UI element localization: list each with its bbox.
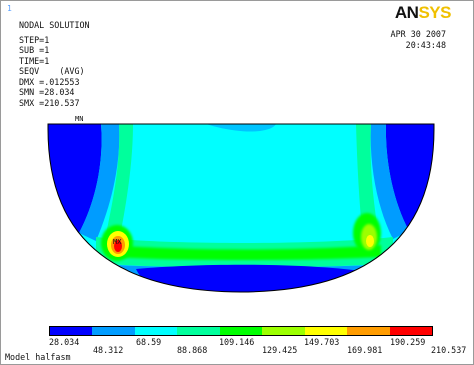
legend-label-top-2: 68.59 — [136, 337, 162, 347]
legend-label-bottom-5: 210.537 — [431, 345, 467, 355]
substep-label: SUB =1 — [19, 45, 50, 55]
legend-swatch-5 — [219, 327, 263, 335]
legend-swatch-4 — [177, 327, 220, 335]
smx-label: SMX =210.537 — [19, 97, 80, 108]
solution-info-block: NODAL SOLUTION STEP=1 SUB =1 TIME=1 SEQV… — [19, 21, 90, 109]
dmx-label: DMX =.012553 — [19, 76, 80, 87]
field-right-seagreen — [356, 124, 379, 241]
result-type-label: SEQV (AVG) — [19, 66, 85, 76]
field-left-lightblue — [79, 124, 120, 241]
legend-swatch-7 — [304, 327, 348, 335]
date-label: APR 30 2007 — [390, 29, 446, 39]
legend-label-top-1: 28.034 — [49, 337, 80, 347]
logo-an: AN — [394, 3, 419, 22]
logo-sys: SYS — [418, 3, 451, 22]
ansys-logo: ANSYS — [394, 3, 452, 23]
field-lower-green-band — [111, 245, 381, 260]
legend-label-bottom-3: 129.425 — [262, 345, 298, 355]
legend-label-top-3: 109.146 — [219, 337, 255, 347]
model-outline — [47, 123, 435, 293]
time-label: TIME=1 — [19, 55, 50, 66]
field-bottom-blue — [136, 264, 361, 292]
legend-swatch-3 — [134, 327, 178, 335]
contour-legend-bar — [49, 326, 433, 336]
field-left-seagreen — [105, 124, 133, 241]
field-right-lightblue — [370, 124, 409, 239]
legend-swatch-2 — [92, 327, 135, 335]
legend-label-bottom-1: 48.312 — [93, 345, 124, 355]
field-top-patch — [206, 124, 276, 132]
field-left-red-spot — [114, 240, 122, 252]
time-label-clock: 20:43:48 — [405, 40, 446, 50]
model-name-label: Model halfasm — [5, 352, 71, 362]
min-marker: MN — [75, 115, 83, 123]
legend-swatch-6 — [262, 327, 305, 335]
legend-swatch-8 — [347, 327, 390, 335]
legend-label-top-5: 190.259 — [390, 337, 426, 347]
legend-swatch-1 — [50, 327, 93, 335]
window-number: 1 — [7, 4, 12, 13]
solution-title: NODAL SOLUTION — [19, 20, 90, 30]
step-label: STEP=1 — [19, 34, 50, 45]
field-right-yellow-spot — [366, 235, 374, 247]
max-marker: MX — [113, 238, 122, 246]
contour-field — [48, 124, 434, 292]
legend-label-bottom-4: 169.981 — [347, 345, 383, 355]
legend-swatch-9 — [389, 327, 432, 335]
smn-label: SMN =28.034 — [19, 87, 75, 97]
legend-label-top-4: 149.703 — [304, 337, 340, 347]
legend-label-bottom-2: 88.868 — [177, 345, 208, 355]
